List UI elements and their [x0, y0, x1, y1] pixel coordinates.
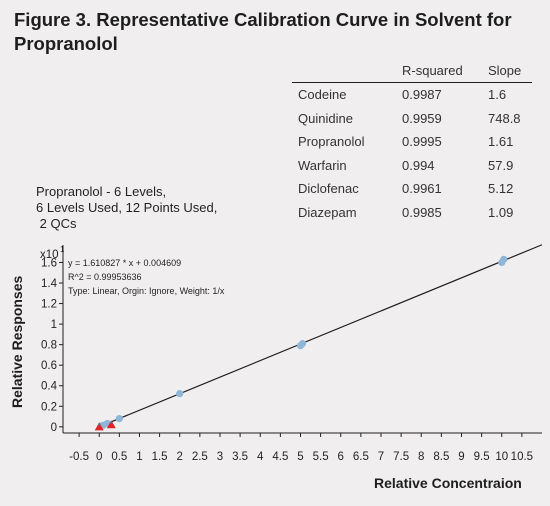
x-tick-label: 10 [495, 451, 508, 463]
x-tick-label: 0 [96, 451, 102, 463]
calibration-info-line: 6 Levels Used, 12 Points Used, [36, 200, 218, 215]
table-row: Codeine 0.9987 1.6 [292, 83, 532, 107]
x-tick-label: 7 [378, 451, 384, 463]
header-compound [292, 58, 396, 83]
summary-table: R-squared Slope Codeine 0.9987 1.6 Quini… [292, 58, 532, 224]
fit-info: Type: Linear, Orgin: Ignore, Weight: 1/x [68, 286, 225, 296]
x-tick-label: 0.5 [111, 451, 127, 463]
x-tick-label: 4 [257, 451, 264, 463]
table-row: Diazepam 0.9985 1.09 [292, 201, 532, 225]
x-tick-label: 1.5 [152, 451, 168, 463]
fit-equation: y = 1.610827 * x + 0.004609 [68, 258, 181, 268]
r-squared-value: 0.994 [402, 157, 435, 173]
x-tick-label: 7.5 [393, 451, 409, 463]
y-multiplier-exponent: 1 [60, 245, 65, 254]
y-tick-label: 1 [51, 319, 57, 331]
slope-value: 1.6 [488, 87, 507, 103]
y-tick-label: 1.2 [41, 299, 57, 311]
qc-point [106, 420, 116, 429]
slope-value: 5.12 [488, 181, 514, 197]
x-tick-label: -0.5 [69, 451, 89, 463]
y-tick-label: 0.2 [41, 401, 57, 413]
qc-point-tip [97, 422, 101, 426]
calibrator-point [500, 255, 508, 263]
x-tick-label: 3 [217, 451, 223, 463]
r-squared-value: 0.9961 [402, 181, 442, 197]
table-row: Warfarin 0.994 57.9 [292, 154, 532, 178]
slope-value: 57.9 [488, 157, 514, 173]
y-tick-label: 1.6 [41, 257, 57, 269]
table-row: Quinidine 0.9959 748.8 [292, 107, 532, 131]
x-axis-title: Relative Concentraion [374, 475, 522, 491]
x-tick-label: 5.5 [313, 451, 329, 463]
calibration-info-line: Propranolol - 6 Levels, [36, 184, 167, 199]
compound-name: Codeine [298, 87, 347, 103]
y-multiplier: x10 1 [40, 245, 65, 261]
qc-point [94, 422, 104, 431]
y-tick-label: 1.4 [41, 278, 58, 290]
calibrator-point [176, 390, 184, 398]
figure-title: Figure 3. Representative Calibration Cur… [14, 9, 512, 54]
slope-value: 1.09 [488, 204, 514, 220]
fit-r-squared: R^2 = 0.99953636 [68, 272, 142, 282]
calibration-info: Propranolol - 6 Levels, 6 Levels Used, 1… [36, 184, 217, 232]
r-squared-value: 0.9959 [402, 110, 442, 126]
slope-value: 748.8 [488, 110, 521, 126]
y-tick-label: 0.8 [41, 340, 57, 352]
x-tick-label: 6.5 [353, 451, 369, 463]
x-tick-label: 2.5 [192, 451, 208, 463]
compound-name: Propranolol [298, 134, 365, 150]
y-tick-label: 0.4 [41, 381, 58, 393]
x-tick-label: 10.5 [511, 451, 533, 463]
x-tick-label: 8 [418, 451, 424, 463]
r-squared-value: 0.9995 [402, 134, 442, 150]
calibrator-point [115, 415, 123, 423]
x-tick-label: 8.5 [433, 451, 449, 463]
compound-name: Diazepam [298, 204, 357, 220]
header-slope: Slope [482, 58, 532, 83]
y-tick-label: 0 [51, 422, 57, 434]
x-tick-label: 2 [177, 451, 183, 463]
calibration-info-line: 2 QCs [36, 216, 77, 231]
slope-value: 1.61 [488, 134, 514, 150]
x-tick-label: 9.5 [474, 451, 490, 463]
x-tick-label: 6 [338, 451, 344, 463]
r-squared-value: 0.9985 [402, 204, 442, 220]
qc-point-tip [109, 420, 113, 424]
summary-table-header: R-squared Slope [292, 58, 532, 83]
compound-name: Quinidine [298, 110, 353, 126]
table-row: Propranolol 0.9995 1.61 [292, 130, 532, 154]
x-tick-label: 5 [297, 451, 303, 463]
compound-name: Warfarin [298, 157, 347, 173]
compound-name: Diclofenac [298, 181, 359, 197]
table-row: Diclofenac 0.9961 5.12 [292, 177, 532, 201]
regression-line [98, 244, 543, 428]
x-tick-label: 3.5 [232, 451, 248, 463]
r-squared-value: 0.9987 [402, 87, 442, 103]
calibrator-point [298, 340, 307, 348]
y-multiplier-base: x10 [40, 249, 59, 261]
y-axis-title: Relative Responses [9, 276, 25, 408]
header-r-squared: R-squared [396, 58, 482, 83]
y-tick-label: 0.6 [41, 360, 57, 372]
x-tick-label: 4.5 [272, 451, 288, 463]
x-tick-label: 1 [136, 451, 142, 463]
x-tick-label: 9 [458, 451, 464, 463]
